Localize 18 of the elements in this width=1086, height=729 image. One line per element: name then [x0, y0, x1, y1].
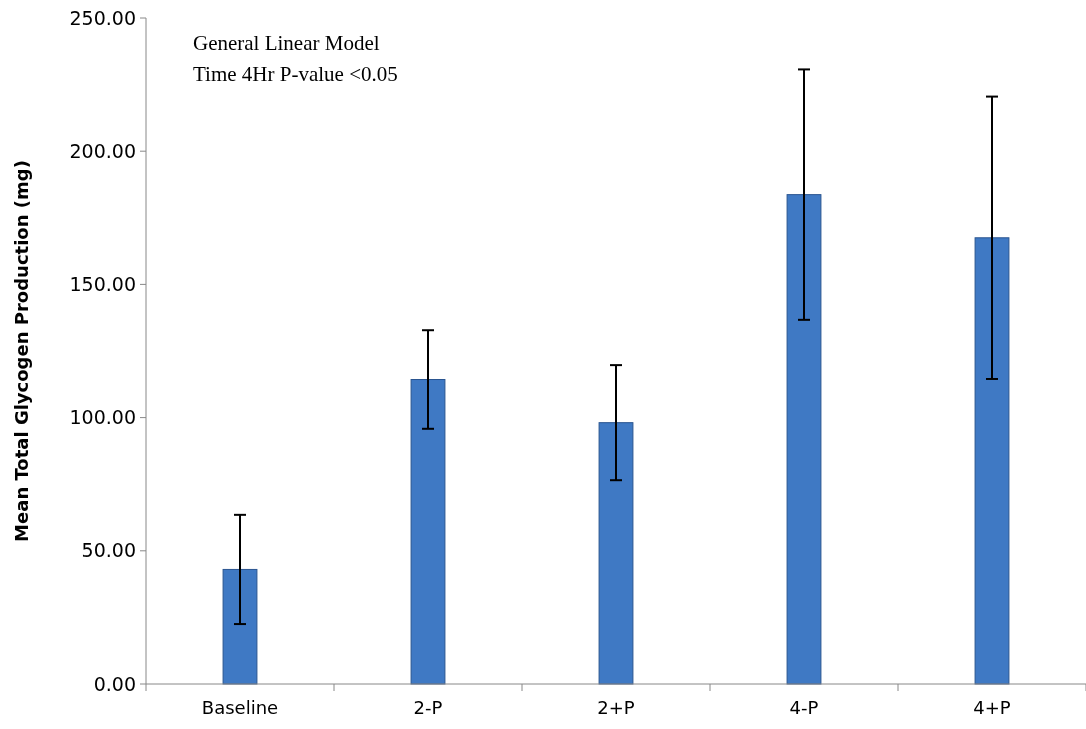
- y-tick-label: 0.00: [93, 672, 136, 695]
- bar: [410, 379, 446, 685]
- y-tick-label: 100.00: [69, 406, 136, 429]
- y-tick-label: 150.00: [69, 273, 136, 296]
- x-tick-label: Baseline: [201, 697, 279, 718]
- bar: [786, 194, 822, 685]
- y-axis-title: Mean Total Glycogen Production (mg): [11, 160, 32, 542]
- x-tick-label: 4+P: [973, 697, 1011, 718]
- y-tick-label: 50.00: [81, 539, 136, 562]
- bar: [222, 568, 258, 685]
- y-tick-label: 250.00: [69, 6, 136, 29]
- x-tick-label: 2-P: [413, 697, 443, 718]
- bar: [974, 237, 1010, 685]
- x-tick-label: 4-P: [789, 697, 819, 718]
- x-tick-label: 2+P: [597, 697, 635, 718]
- bar: [598, 422, 634, 685]
- y-tick-label: 200.00: [69, 139, 136, 162]
- annotation: General Linear Model Time 4Hr P-value <0.05: [193, 31, 398, 86]
